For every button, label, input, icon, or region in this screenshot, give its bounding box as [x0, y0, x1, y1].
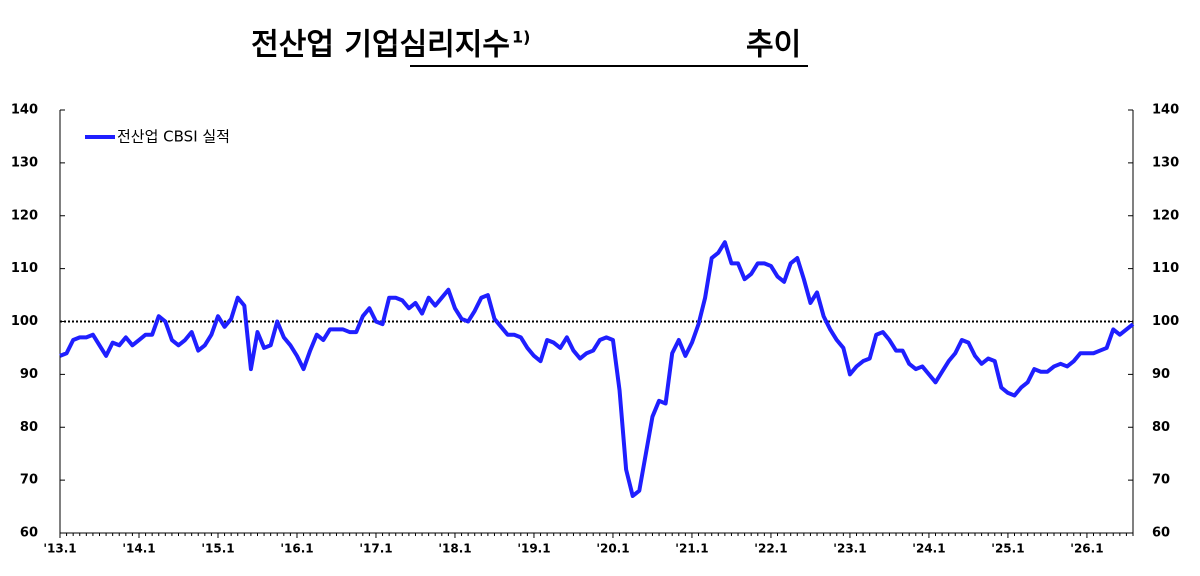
y-tick-label: 60 [20, 526, 38, 541]
y2-tick-label: 100 [1152, 314, 1179, 329]
y2-tick-label: 80 [1152, 420, 1170, 435]
x-tick-label: '19.1 [517, 542, 550, 556]
y2-tick-label: 110 [1152, 261, 1179, 276]
x-tick-label: '18.1 [438, 542, 471, 556]
x-tick-label: '14.1 [122, 542, 155, 556]
y-tick-label: 100 [11, 314, 38, 329]
x-tick-label: '23.1 [833, 542, 866, 556]
y2-tick-label: 90 [1152, 367, 1170, 382]
chart-title: 전산업 기업심리지수 [251, 28, 510, 63]
y-tick-label: 80 [20, 420, 38, 435]
y-tick-label: 130 [11, 155, 38, 170]
y2-tick-label: 130 [1152, 155, 1179, 170]
x-tick-label: '21.1 [675, 542, 708, 556]
x-tick-label: '16.1 [280, 542, 313, 556]
x-tick-label: '17.1 [359, 542, 392, 556]
title-note: 1) [512, 28, 530, 47]
x-tick-label: '13.1 [43, 542, 76, 556]
x-tick-label: '20.1 [596, 542, 629, 556]
y2-tick-label: 140 [1152, 103, 1179, 118]
x-tick-label: '25.1 [991, 542, 1024, 556]
x-tick-label: '15.1 [201, 542, 234, 556]
x-tick-label: '26.1 [1070, 542, 1103, 556]
y-tick-label: 70 [20, 473, 38, 488]
y2-tick-label: 120 [1152, 208, 1179, 223]
y-tick-label: 140 [11, 103, 38, 118]
title-suffix: 추이 [746, 28, 801, 63]
y-tick-label: 110 [11, 261, 38, 276]
y2-tick-label: 60 [1152, 526, 1170, 541]
y2-tick-label: 70 [1152, 473, 1170, 488]
y-tick-label: 120 [11, 208, 38, 223]
x-tick-label: '24.1 [912, 542, 945, 556]
x-tick-label: '22.1 [754, 542, 787, 556]
data-line [59, 240, 1135, 498]
legend-label: 전산업 CBSI 실적 [117, 128, 230, 146]
y-tick-label: 90 [20, 367, 38, 382]
